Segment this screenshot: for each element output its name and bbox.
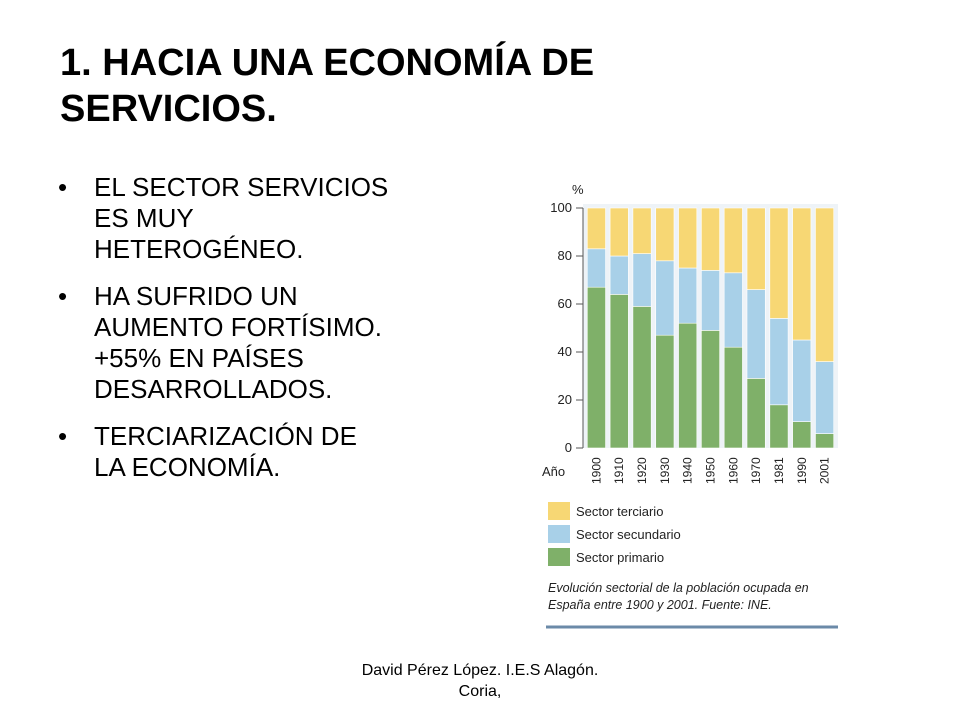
- slide-title-line: 1. HACIA UNA ECONOMÍA DE: [60, 42, 595, 84]
- legend-label: Sector terciario: [576, 504, 663, 519]
- bullet-dot: •: [58, 281, 68, 311]
- bar-segment: [701, 207, 720, 271]
- bar-segment: [678, 207, 698, 269]
- x-tick-label: 1920: [635, 457, 649, 484]
- bullet-line: LA ECONOMÍA.: [94, 452, 281, 482]
- slide-title-line: SERVICIOS.: [60, 88, 277, 130]
- x-tick-label: 1960: [726, 457, 740, 484]
- x-axis-label: Año: [542, 464, 565, 479]
- bullet-line: DESARROLLADOS.: [94, 374, 333, 404]
- bar-segment: [815, 207, 835, 362]
- y-tick-label: 40: [558, 344, 572, 359]
- bar-segment: [632, 207, 652, 254]
- bullet-line: HETEROGÉNEO.: [94, 234, 304, 264]
- bar-segment: [746, 378, 766, 449]
- bar-segment: [632, 253, 652, 307]
- footer-line: Coria,: [458, 683, 502, 700]
- bar-segment: [678, 267, 698, 324]
- bar-segment: [655, 260, 675, 336]
- x-tick-label: 1900: [589, 457, 603, 484]
- bullet-line: EL SECTOR SERVICIOS: [94, 172, 389, 202]
- bar-segment: [723, 207, 743, 274]
- bullet-dot: •: [58, 421, 68, 451]
- y-tick-label: 100: [550, 200, 572, 215]
- legend-label: Sector secundario: [576, 527, 681, 542]
- bar-segment: [792, 207, 812, 341]
- bar-segment: [609, 294, 629, 449]
- bar-segment: [723, 346, 743, 449]
- bar-segment: [769, 207, 789, 319]
- bar-segment: [792, 339, 812, 422]
- bar-segment: [609, 255, 629, 295]
- y-tick-label: 20: [558, 392, 572, 407]
- bullet-item: • HA SUFRIDO UN AUMENTO FORTÍSIMO. +55% …: [58, 281, 478, 405]
- bar-segment: [723, 272, 743, 348]
- legend-swatch: [548, 548, 570, 566]
- slide-footer: David Pérez López. I.E.S Alagón. Coria,: [300, 660, 660, 702]
- slide-title: 1. HACIA UNA ECONOMÍA DE SERVICIOS.: [60, 40, 920, 132]
- bar-segment: [701, 270, 720, 331]
- bar-segment: [769, 404, 789, 449]
- footer-line: David Pérez López. I.E.S Alagón.: [361, 662, 599, 679]
- y-axis-unit: %: [572, 182, 584, 197]
- bullet-dot: •: [58, 172, 68, 202]
- bullet-line: HA SUFRIDO UN: [94, 281, 298, 311]
- y-tick-label: 80: [558, 248, 572, 263]
- bar-segment: [746, 289, 766, 379]
- x-tick-label: 1910: [612, 457, 626, 484]
- y-tick-label: 60: [558, 296, 572, 311]
- x-tick-label: 2001: [818, 457, 832, 484]
- legend-label: Sector primario: [576, 550, 664, 565]
- bar-segment: [792, 421, 812, 449]
- legend-swatch: [548, 525, 570, 543]
- bar-segment: [586, 207, 606, 250]
- x-tick-label: 1930: [658, 457, 672, 484]
- x-tick-label: 1990: [795, 457, 809, 484]
- bullet-line: +55% EN PAÍSES: [94, 343, 304, 373]
- chart-caption-line: España entre 1900 y 2001. Fuente: INE.: [548, 598, 772, 612]
- bar-segment: [655, 207, 675, 262]
- bullet-line: AUMENTO FORTÍSIMO.: [94, 312, 382, 342]
- bullet-line: ES MUY: [94, 203, 194, 233]
- x-tick-label: 1940: [681, 457, 695, 484]
- bar-segment: [655, 334, 675, 449]
- bar-segment: [678, 322, 698, 449]
- bullet-item: • EL SECTOR SERVICIOS ES MUY HETEROGÉNEO…: [58, 172, 478, 265]
- sector-chart: % 0 20 40 60 80 100 1900 1910 1920 1930 1940 1950 196…: [528, 168, 850, 638]
- bar-segment: [586, 286, 606, 449]
- x-tick-label: 1970: [749, 457, 763, 484]
- bullet-list: • EL SECTOR SERVICIOS ES MUY HETEROGÉNEO…: [58, 172, 478, 499]
- chart-caption-line: Evolución sectorial de la población ocup…: [548, 581, 809, 595]
- legend-swatch: [548, 502, 570, 520]
- bar-segment: [769, 318, 789, 406]
- bullet-line: TERCIARIZACIÓN DE: [94, 421, 357, 451]
- y-tick-label: 0: [565, 440, 572, 455]
- bar-segment: [701, 330, 720, 449]
- sector-chart-svg: % 0 20 40 60 80 100 1900 1910 1920 1930 1940 1950 196…: [542, 182, 838, 629]
- bar-segment: [815, 433, 835, 449]
- x-tick-label: 1950: [704, 457, 718, 484]
- bar-segment: [746, 207, 766, 290]
- bullet-item: • TERCIARIZACIÓN DE LA ECONOMÍA.: [58, 421, 478, 483]
- bar-segment: [815, 361, 835, 434]
- bar-segment: [586, 248, 606, 288]
- bar-segment: [632, 306, 652, 449]
- bar-segment: [609, 207, 629, 257]
- x-tick-label: 1981: [772, 457, 786, 484]
